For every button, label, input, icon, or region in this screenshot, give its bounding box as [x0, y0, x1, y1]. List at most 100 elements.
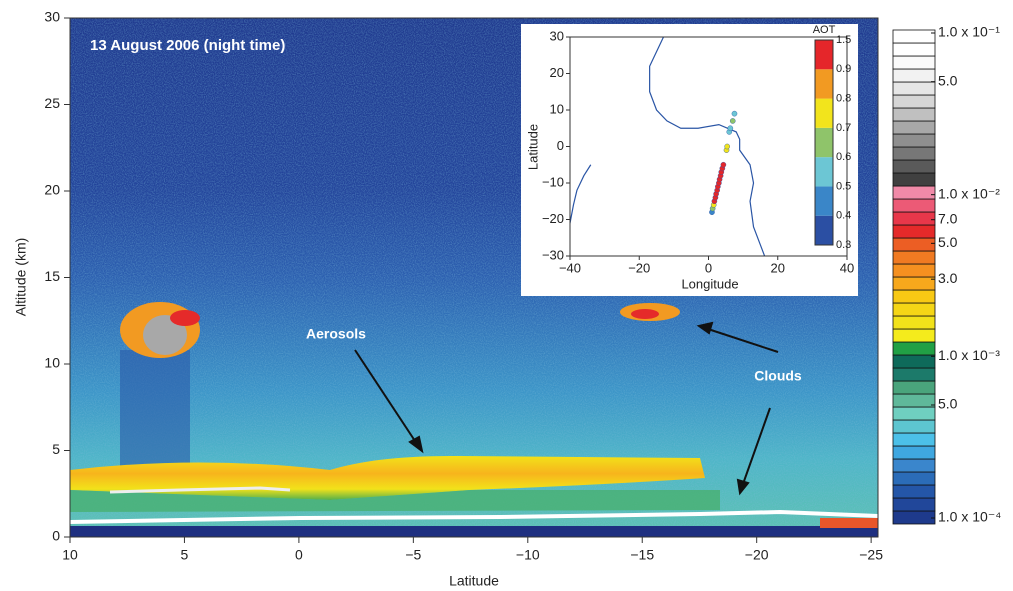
y-tick-label: 20	[44, 182, 60, 198]
aot-tick-label: 0.4	[836, 210, 851, 222]
colorbar-tick-label: 1.0 x 10⁻³	[938, 347, 1000, 363]
y-axis-label: Altitude (km)	[13, 238, 29, 317]
x-tick-label: −10	[516, 547, 540, 563]
x-tick-label: −25	[859, 547, 883, 563]
colorbar-block	[892, 263, 936, 278]
cloud-shadow	[120, 350, 190, 480]
colorbar-tick-label: 7.0	[938, 210, 958, 226]
colorbar-block	[892, 497, 936, 512]
colorbar-block	[892, 380, 936, 395]
colorbar-block	[892, 107, 936, 122]
colorbar-tick-label: 3.0	[938, 270, 958, 286]
colorbar-tick-label: 1.0 x 10⁻⁴	[938, 509, 1001, 525]
colorbar-block	[892, 393, 936, 408]
colorbar-block	[892, 315, 936, 330]
x-tick-label: 5	[181, 547, 189, 563]
inset-background	[521, 24, 858, 296]
annotation: Clouds	[754, 368, 802, 384]
colorbar-block	[892, 432, 936, 447]
y-tick-label: 30	[44, 9, 60, 25]
colorbar-tick-label: 5.0	[938, 396, 958, 412]
colorbar-block	[892, 484, 936, 499]
colorbar-block	[892, 133, 936, 148]
colorbar-block	[892, 289, 936, 304]
colorbar-block	[892, 68, 936, 83]
y-tick-label: 15	[44, 268, 60, 284]
inset-y-tick-label: 30	[550, 28, 564, 43]
inset-y-tick-label: −10	[542, 174, 564, 189]
cloud	[631, 309, 659, 319]
surface-return	[820, 518, 878, 528]
inset-x-tick-label: 0	[705, 260, 712, 275]
surface	[70, 526, 878, 537]
aot-tick-label: 0.3	[836, 239, 851, 251]
colorbar-block	[892, 302, 936, 317]
colorbar-block	[892, 328, 936, 343]
colorbar-block	[892, 276, 936, 291]
y-tick-label: 0	[52, 528, 60, 544]
colorbar-tick-label: 1.0 x 10⁻²	[938, 185, 1000, 201]
colorbar-block	[892, 445, 936, 460]
map	[570, 37, 766, 256]
aot-colorbar-block	[815, 215, 833, 245]
inset-x-tick-label: −20	[628, 260, 650, 275]
aot-tick-label: 0.7	[836, 122, 851, 134]
cloud-core	[143, 315, 187, 355]
chart-title: 13 August 2006 (night time)	[90, 37, 285, 54]
colorbar-block	[892, 341, 936, 356]
colorbar-block	[892, 250, 936, 265]
arrows	[354, 321, 779, 496]
aot-tick-label: 0.5	[836, 180, 851, 192]
aot-tick-label: 0.8	[836, 92, 851, 104]
cloud-line	[109, 486, 291, 494]
inset-y-label: Latitude	[525, 124, 540, 170]
x-axis-label: Latitude	[449, 573, 499, 589]
track-point	[720, 161, 727, 168]
inset-y-tick-label: 0	[557, 138, 564, 153]
colorbar-block	[892, 471, 936, 486]
x-tick-label: −20	[745, 547, 769, 563]
colorbar-block	[892, 159, 936, 174]
colorbar-block	[892, 237, 936, 252]
y-tick-label: 10	[44, 355, 60, 371]
inset-y-tick-label: −20	[542, 211, 564, 226]
inset-y-tick-label: −30	[542, 247, 564, 262]
colorbar-block	[892, 367, 936, 382]
cloud-line	[70, 509, 878, 524]
aot-colorbar-block	[815, 186, 833, 216]
inset-x-tick-label: 20	[771, 260, 785, 275]
colorbar-block	[892, 29, 936, 44]
aot-colorbar-block	[815, 127, 833, 158]
colorbar-block	[892, 406, 936, 421]
colorbar-block	[892, 146, 936, 161]
colorbar-block	[892, 81, 936, 96]
x-tick-label: 10	[62, 547, 78, 563]
coastline	[570, 164, 592, 224]
colorbar-block	[892, 42, 936, 57]
colorbar-block	[892, 354, 936, 369]
colorbar-tick-label: 5.0	[938, 234, 958, 250]
colorbar-block	[892, 120, 936, 135]
inset-x-tick-label: −40	[559, 260, 581, 275]
track-point	[727, 125, 734, 132]
x-tick-label: −15	[630, 547, 654, 563]
aot-colorbar-block	[815, 98, 833, 128]
inset-y-tick-label: 20	[550, 65, 564, 80]
annotation: Aerosols	[306, 326, 366, 342]
coastline	[649, 37, 766, 256]
colorbar-tick-label: 5.0	[938, 72, 958, 88]
cloud	[170, 310, 200, 326]
colorbar-block	[892, 172, 936, 187]
colorbar-block	[892, 55, 936, 70]
aerosol-base	[70, 490, 720, 512]
y-tick-label: 25	[44, 95, 60, 111]
track-point	[729, 118, 736, 124]
aot-tick-label: 1.5	[836, 34, 851, 46]
inset-colorbar-label: AOT	[813, 24, 836, 36]
aot-colorbar-frame	[814, 39, 834, 246]
aot-colorbar-block	[815, 69, 833, 99]
track-point	[731, 110, 738, 117]
colorbar-block	[892, 94, 936, 109]
track-point	[724, 143, 730, 150]
